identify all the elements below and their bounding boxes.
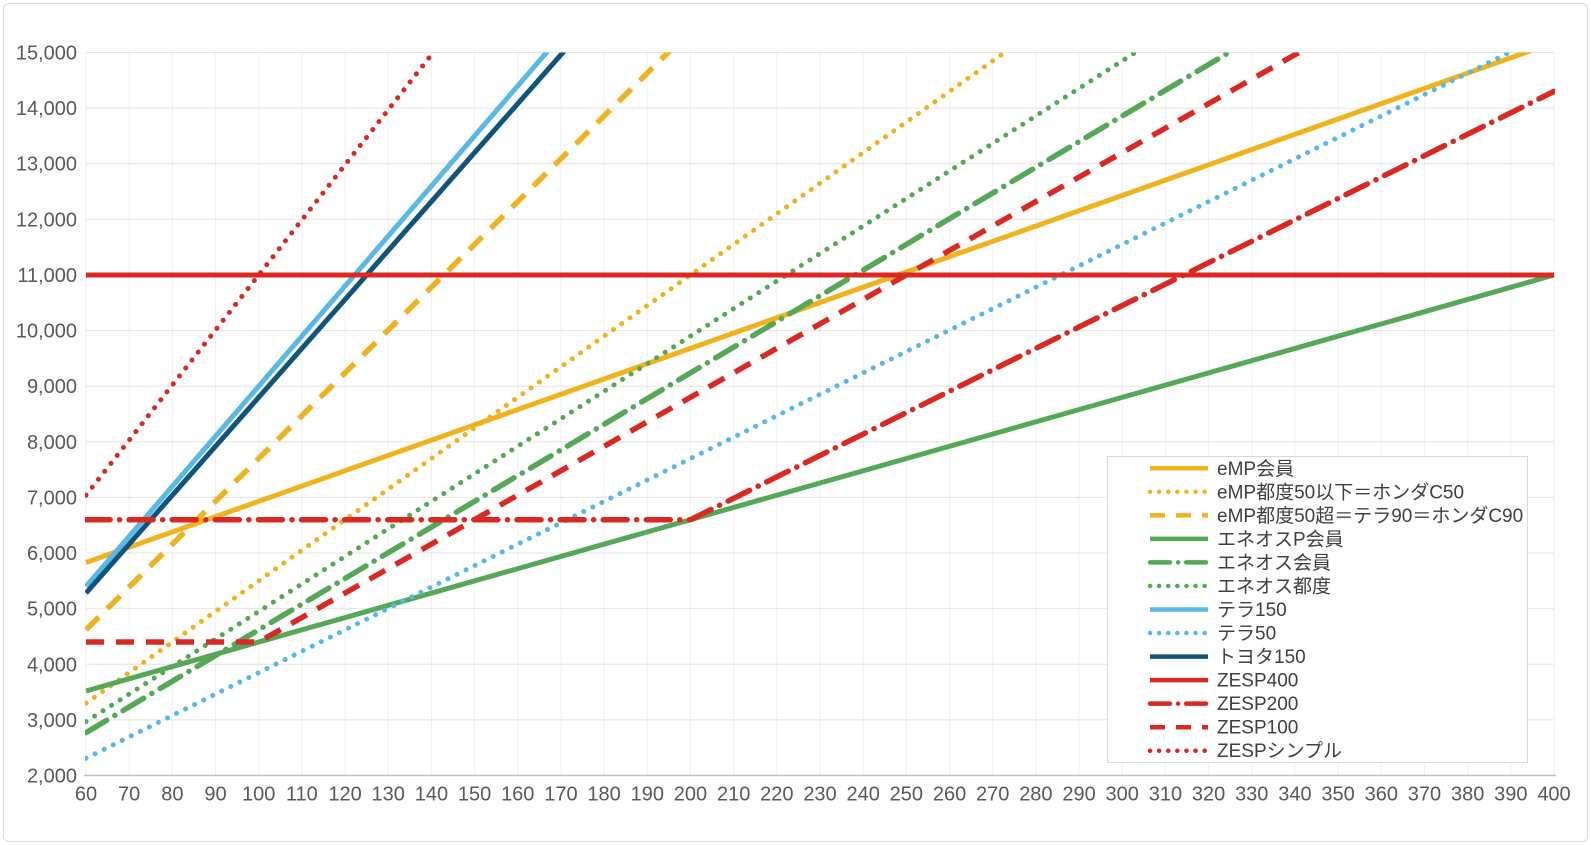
x-tick-label: 370	[1408, 784, 1441, 806]
legend-item[interactable]: ZESP400	[1150, 671, 1298, 692]
series-line-1[interactable]	[85, 0, 1554, 706]
legend-item[interactable]: エネオスP会員	[1150, 528, 1344, 550]
series-line-4[interactable]	[85, 0, 1554, 736]
legend[interactable]: eMP会員eMP都度50以下＝ホンダC50eMP都度50超＝テラ90＝ホンダC9…	[1107, 456, 1528, 763]
x-tick-label: 100	[242, 784, 275, 806]
y-tick-label: 7,000	[27, 487, 77, 509]
x-tick-label: 360	[1365, 784, 1398, 806]
legend-label: ZESPシンプル	[1217, 740, 1342, 762]
y-tick-label: 13,000	[16, 154, 77, 176]
x-tick-label: 300	[1106, 784, 1139, 806]
x-tick-label: 390	[1494, 784, 1527, 806]
legend-label: eMP会員	[1217, 458, 1294, 480]
y-tick-label: 6,000	[27, 543, 77, 565]
series-line-6[interactable]	[85, 0, 1554, 589]
x-tick-label: 160	[501, 784, 534, 806]
y-tick-label: 9,000	[27, 376, 77, 398]
legend-label: テラ50	[1217, 624, 1276, 645]
y-tick-label: 15,000	[16, 43, 77, 65]
series-line-8[interactable]	[85, 0, 1554, 595]
x-tick-label: 340	[1278, 784, 1311, 806]
legend-label: eMP都度50超＝テラ90＝ホンダC90	[1217, 505, 1523, 527]
x-tick-label: 250	[890, 784, 923, 806]
x-tick-label: 180	[587, 784, 620, 806]
x-axis-labels: 60 70 80 90 100 110 120 130 140 150 160 170 180 190 20…	[75, 784, 1571, 806]
legend-label: トヨタ150	[1217, 646, 1306, 668]
y-axis-labels: 2,000 3,000 4,000 5,000 6,000 7,000 8,000 9,000…	[16, 43, 77, 788]
chart-frame-border	[3, 3, 1588, 842]
legend-item[interactable]: ZESP200	[1147, 694, 1298, 715]
legend-item[interactable]: ZESPシンプル	[1147, 740, 1342, 762]
series-line-2[interactable]	[85, 0, 1554, 632]
x-tick-label: 310	[1149, 784, 1182, 806]
legend-label: ZESP100	[1217, 718, 1298, 739]
legend-item[interactable]: トヨタ150	[1150, 646, 1306, 668]
x-tick-label: 220	[760, 784, 793, 806]
x-tick-label: 380	[1451, 784, 1484, 806]
y-tick-label: 8,000	[27, 432, 77, 454]
x-tick-label: 270	[976, 784, 1009, 806]
x-tick-label: 200	[674, 784, 707, 806]
x-tick-label: 290	[1062, 784, 1095, 806]
legend-label: ZESP400	[1217, 671, 1298, 692]
legend-label: テラ150	[1217, 600, 1287, 621]
series-line-3[interactable]	[85, 272, 1555, 694]
series-line-0[interactable]	[85, 43, 1554, 565]
x-tick-label: 260	[933, 784, 966, 806]
legend-item[interactable]: テラ150	[1150, 600, 1287, 621]
legend-item[interactable]: eMP会員	[1150, 458, 1294, 480]
y-tick-label: 11,000	[17, 265, 77, 287]
legend-label: エネオス都度	[1217, 575, 1331, 597]
y-tick-label: 4,000	[27, 654, 77, 676]
x-tick-label: 110	[286, 784, 318, 806]
x-tick-label: 170	[544, 784, 577, 806]
y-tick-label: 2,000	[27, 766, 77, 788]
legend-label: エネオス会員	[1217, 552, 1331, 574]
y-tick-label: 14,000	[16, 98, 77, 120]
series-line-10[interactable]	[85, 88, 1555, 523]
legend-item[interactable]: エネオス会員	[1147, 552, 1331, 574]
x-tick-label: 400	[1537, 784, 1570, 806]
x-tick-label: 210	[717, 784, 750, 806]
x-tick-label: 350	[1321, 784, 1354, 806]
x-tick-label: 130	[372, 784, 405, 806]
x-tick-label: 150	[458, 784, 491, 806]
y-tick-label: 12,000	[16, 209, 77, 231]
legend-item[interactable]: ZESP100	[1150, 718, 1298, 739]
series-group	[85, 0, 1555, 761]
x-tick-label: 330	[1235, 784, 1268, 806]
y-tick-label: 10,000	[16, 321, 77, 343]
series-line-12[interactable]	[85, 0, 1554, 498]
x-tick-label: 320	[1192, 784, 1225, 806]
legend-label: エネオスP会員	[1217, 528, 1344, 550]
x-tick-label: 140	[415, 784, 448, 806]
x-tick-label: 280	[1019, 784, 1052, 806]
y-tick-label: 5,000	[27, 599, 77, 621]
legend-label: eMP都度50以下＝ホンダC50	[1217, 481, 1464, 503]
x-tick-label: 230	[803, 784, 836, 806]
series-line-5[interactable]	[85, 0, 1554, 725]
x-tick-label: 240	[846, 784, 879, 806]
series-line-7[interactable]	[85, 30, 1554, 761]
legend-item[interactable]: テラ50	[1147, 624, 1276, 645]
legend-item[interactable]: エネオス都度	[1147, 575, 1331, 597]
x-tick-label: 190	[631, 784, 664, 806]
legend-item[interactable]: eMP都度50超＝テラ90＝ホンダC90	[1150, 505, 1523, 527]
x-tick-label: 120	[328, 784, 361, 806]
y-tick-label: 3,000	[27, 710, 77, 732]
legend-item[interactable]: eMP都度50以下＝ホンダC50	[1147, 481, 1464, 503]
legend-label: ZESP200	[1217, 694, 1298, 715]
x-tick-label: 90	[204, 784, 226, 806]
x-tick-label: 60	[75, 784, 97, 806]
x-tick-label: 80	[161, 784, 183, 806]
x-tick-label: 70	[118, 784, 140, 806]
